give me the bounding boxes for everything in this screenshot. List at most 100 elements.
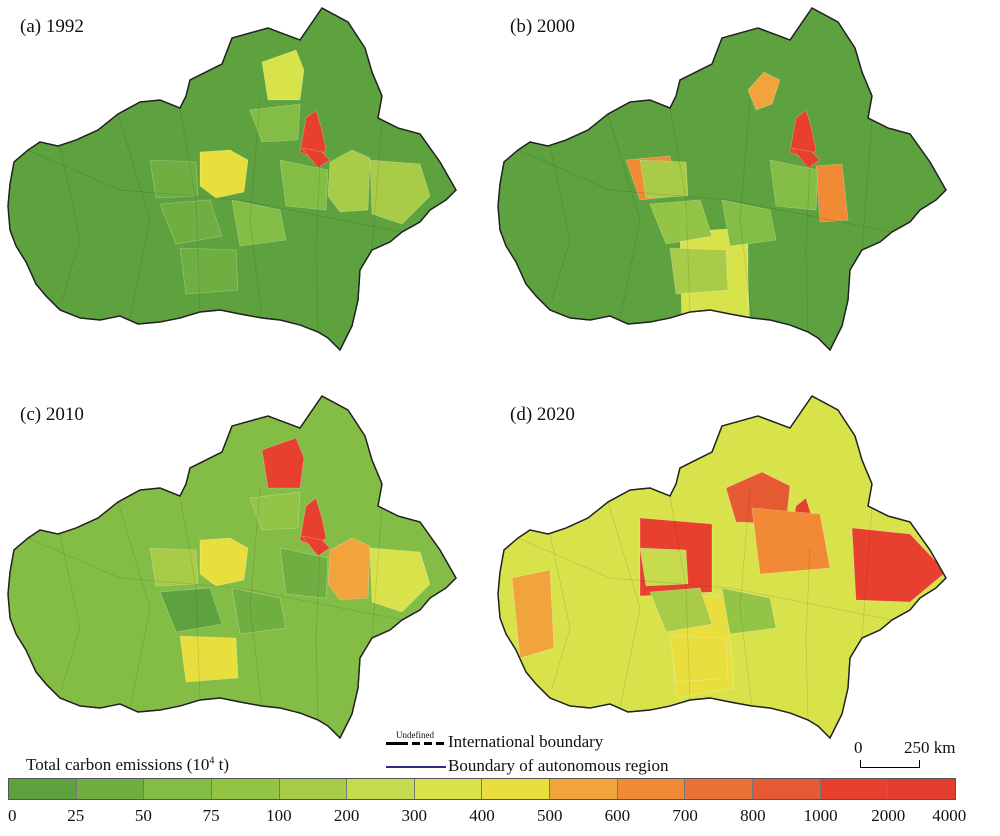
internal-boundary-2010-1 xyxy=(59,533,81,689)
county-region-1992-6 xyxy=(369,159,431,225)
color-swatch-13 xyxy=(820,779,889,799)
county-region-2010-5 xyxy=(327,537,371,601)
internal-boundary-1992-4 xyxy=(249,99,263,319)
international-boundary-label: International boundary xyxy=(448,732,604,751)
county-region-2020-10 xyxy=(649,587,713,633)
map-panel-2020: (d) 2020 xyxy=(490,388,990,788)
county-region-1992-7 xyxy=(249,103,301,143)
legend-title-main: Total carbon emissions (10 xyxy=(26,755,210,774)
boundary-legend: Undefined International boundary Boundar… xyxy=(386,730,726,776)
color-scale-tick-200: 200 xyxy=(333,806,360,825)
color-swatch-14 xyxy=(888,779,955,799)
color-swatch-4 xyxy=(211,779,280,799)
internal-boundary-2020-5 xyxy=(805,547,811,721)
internal-boundary-2000-1 xyxy=(549,145,571,301)
county-region-2000-10 xyxy=(649,199,713,245)
internal-boundary-2000-7 xyxy=(517,149,893,233)
county-region-2020-6 xyxy=(751,507,831,575)
legend-title-exponent: 4 xyxy=(209,755,215,767)
map-svg-2010 xyxy=(7,395,457,740)
internal-boundary-2000-5 xyxy=(805,159,811,333)
internal-boundary-2020-2 xyxy=(607,501,641,709)
county-region-2010-12 xyxy=(179,635,239,683)
internal-boundary-2010-6 xyxy=(371,507,383,639)
color-scale-tick-700: 700 xyxy=(672,806,698,825)
region-outline-2020 xyxy=(497,395,947,740)
county-region-1992-9 xyxy=(279,159,329,211)
county-region-2010-1 xyxy=(261,437,305,489)
panel-label-1992: (a) 1992 xyxy=(20,16,84,37)
color-swatch-9 xyxy=(550,779,618,799)
map-panel-2010: (c) 2010 xyxy=(0,388,500,788)
color-scale-tick-500: 500 xyxy=(536,806,563,825)
undefined-boundary-label: Undefined xyxy=(396,730,434,740)
county-region-2010-2 xyxy=(199,537,249,587)
map-panel-2000: (b) 2000 xyxy=(490,0,990,400)
color-scale-ticks: 0 25 50 75 100 200 300 400 500 600 700 800 1000 2000 4… xyxy=(8,806,966,830)
county-region-2020-5 xyxy=(851,527,946,603)
county-region-2000-11 xyxy=(721,199,777,247)
county-region-2010-8 xyxy=(149,547,199,587)
map-svg-2020 xyxy=(497,395,947,740)
county-region-2010-9 xyxy=(279,547,329,599)
region-outline-2000 xyxy=(497,7,947,352)
internal-boundary-1992-1 xyxy=(59,145,81,301)
region-outline-1992 xyxy=(7,7,457,352)
county-region-1992-1 xyxy=(261,49,305,101)
region-outline-2010 xyxy=(7,395,457,740)
county-region-2010-4 xyxy=(301,535,331,557)
panel-label-2010: (c) 2010 xyxy=(20,404,84,425)
color-scale-tick-25: 25 xyxy=(67,806,85,825)
county-region-2010-3 xyxy=(299,497,327,549)
internal-boundary-2020-4 xyxy=(739,487,753,707)
international-boundary-dashed-line xyxy=(412,742,448,745)
scale-bar: 0 250 km xyxy=(852,738,972,774)
county-region-2020-12 xyxy=(669,635,729,683)
internal-boundary-2020-3 xyxy=(669,495,691,701)
internal-boundary-2000-3 xyxy=(669,107,691,313)
color-scale-tick-600: 600 xyxy=(604,806,631,825)
county-region-2000-8 xyxy=(639,159,689,199)
color-scale-tick-0: 0 xyxy=(8,806,17,825)
color-scale-tick-800: 800 xyxy=(740,806,766,825)
county-region-2000-5 xyxy=(815,163,849,223)
internal-boundary-1992-7 xyxy=(27,149,403,233)
county-region-2000-3 xyxy=(789,109,817,161)
legend-title: Total carbon emissions (104 t) xyxy=(26,755,229,775)
county-region-2010-7 xyxy=(249,491,301,531)
color-scale-tick-50: 50 xyxy=(134,806,152,825)
county-region-2020-8 xyxy=(639,547,689,587)
county-region-2000-9 xyxy=(769,159,819,211)
color-swatch-2 xyxy=(76,779,145,799)
scale-bar-line xyxy=(860,760,920,768)
internal-boundary-2020-6 xyxy=(861,507,873,639)
internal-boundary-2010-3 xyxy=(179,495,201,701)
color-scale-tick-400: 400 xyxy=(469,806,495,825)
map-panel-1992: (a) 1992 xyxy=(0,0,500,400)
color-swatch-7 xyxy=(414,779,483,799)
color-swatch-12 xyxy=(753,779,821,799)
county-region-1992-11 xyxy=(231,199,287,247)
internal-boundary-2000-2 xyxy=(607,113,641,321)
internal-boundary-2020-7 xyxy=(517,537,893,621)
color-swatch-5 xyxy=(279,779,348,799)
internal-boundary-1992-3 xyxy=(179,107,201,313)
color-scale-tick-2000: 2000 xyxy=(871,806,906,825)
legend-title-unit: t) xyxy=(214,755,230,774)
color-swatch-6 xyxy=(347,779,415,799)
county-region-1992-3 xyxy=(299,109,327,161)
internal-boundary-2010-4 xyxy=(249,487,263,707)
county-region-2020-11 xyxy=(721,587,777,635)
map-svg-1992 xyxy=(7,7,457,352)
internal-boundary-1992-2 xyxy=(117,113,151,321)
autonomous-boundary-line xyxy=(386,766,446,768)
county-region-2000-12 xyxy=(669,247,729,295)
internal-boundary-2010-7 xyxy=(27,537,403,621)
internal-boundary-2010-2 xyxy=(117,501,151,709)
international-boundary-solid-line xyxy=(386,742,408,745)
county-region-2020-9 xyxy=(511,569,555,659)
panel-label-2000: (b) 2000 xyxy=(510,16,575,37)
county-region-1992-4 xyxy=(301,147,331,169)
county-region-1992-10 xyxy=(159,199,223,245)
county-region-2010-10 xyxy=(159,587,223,633)
